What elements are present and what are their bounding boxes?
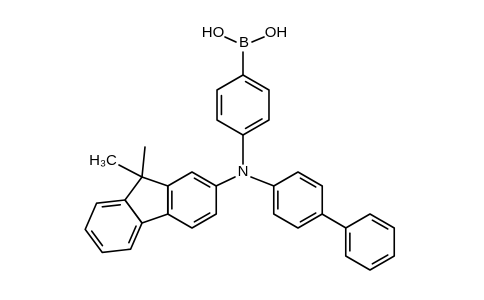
bond — [215, 176, 236, 187]
bond — [141, 146, 146, 178]
atom-label: N — [238, 163, 249, 180]
ring — [344, 213, 396, 271]
bond — [224, 36, 237, 43]
bond — [321, 213, 347, 229]
double-bond — [90, 230, 104, 247]
double-bond — [193, 177, 211, 188]
double-bond — [371, 254, 389, 265]
ring — [166, 171, 218, 229]
double-bond — [299, 177, 317, 188]
atom-label: HO — [202, 24, 225, 41]
atom-label: H₃C — [89, 152, 117, 169]
bond — [251, 36, 265, 43]
double-bond — [299, 212, 317, 223]
atom-label: OH — [265, 24, 288, 41]
five-ring — [124, 176, 169, 224]
double-bond — [244, 80, 263, 92]
double-bond — [371, 219, 389, 230]
bond — [250, 176, 275, 187]
ring — [272, 171, 324, 229]
double-bond — [244, 118, 263, 130]
double-bond — [101, 203, 122, 208]
bond — [118, 164, 143, 178]
ring — [84, 199, 143, 254]
double-bond — [193, 212, 211, 223]
double-bond — [128, 225, 137, 244]
atom-label: B — [239, 34, 249, 51]
ring — [216, 74, 270, 136]
